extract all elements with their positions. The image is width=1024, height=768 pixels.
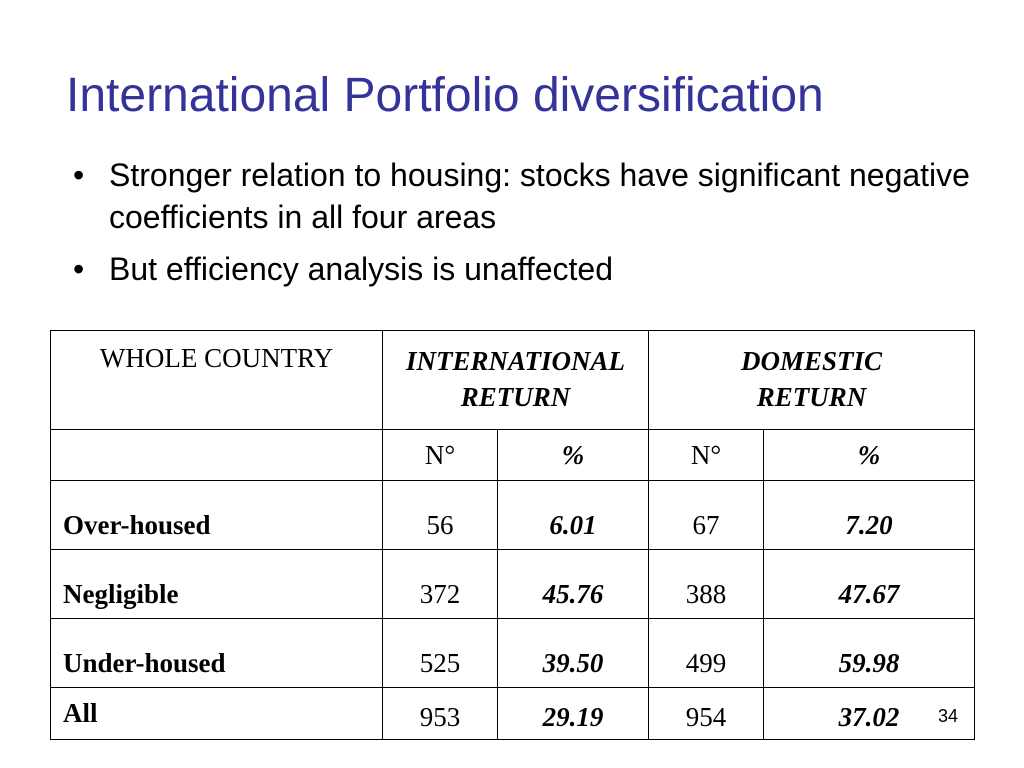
table-cell: 39.50 xyxy=(496,618,650,688)
table-row: Negligible 372 45.76 388 47.67 xyxy=(50,549,976,619)
corner-header-cell: WHOLE COUNTRY xyxy=(50,330,383,430)
bullet-item: • But efficiency analysis is unaffected xyxy=(73,248,973,290)
table-subheader-row: N° % N° % xyxy=(50,429,976,481)
table-cell: 59.98 xyxy=(763,618,976,688)
table-cell: 388 xyxy=(648,549,765,619)
international-return-header: INTERNATIONAL RETURN xyxy=(381,330,650,430)
table-cell: 953 xyxy=(382,687,498,740)
table-cell: 525 xyxy=(382,618,498,688)
domestic-return-header: DOMESTIC RETURN xyxy=(648,330,976,430)
table-cell: 6.01 xyxy=(496,480,650,550)
table-cell: 45.76 xyxy=(496,549,650,619)
international-percent-header: % xyxy=(496,429,650,481)
table-cell: 56 xyxy=(382,480,498,550)
bullet-list: • Stronger relation to housing: stocks h… xyxy=(73,154,973,300)
table-cell: 29.19 xyxy=(496,687,650,740)
international-count-header: N° xyxy=(382,429,498,481)
data-table: WHOLE COUNTRY INTERNATIONAL RETURN DOMES… xyxy=(50,330,976,740)
slide-title: International Portfolio diversification xyxy=(66,69,824,122)
table-row: Under-housed 525 39.50 499 59.98 xyxy=(50,618,976,688)
table-cell: 67 xyxy=(648,480,765,550)
table-header-row: WHOLE COUNTRY INTERNATIONAL RETURN DOMES… xyxy=(50,330,976,430)
row-label: Negligible xyxy=(50,549,383,619)
bullet-dot-icon: • xyxy=(73,251,85,287)
row-label: Over-housed xyxy=(50,480,383,550)
row-label: Under-housed xyxy=(50,618,383,688)
domestic-percent-header: % xyxy=(763,429,976,481)
table-cell: 954 xyxy=(648,687,765,740)
domestic-count-header: N° xyxy=(648,429,765,481)
table-row: All 953 29.19 954 37.02 xyxy=(50,687,976,740)
bullet-text: But efficiency analysis is unaffected xyxy=(109,251,613,287)
table-cell: 37.02 xyxy=(763,687,976,740)
table-cell: 499 xyxy=(648,618,765,688)
table-cell: 372 xyxy=(382,549,498,619)
empty-header-cell xyxy=(50,429,383,481)
page-number: 34 xyxy=(938,706,959,726)
row-label: All xyxy=(50,687,383,740)
bullet-dot-icon: • xyxy=(73,157,85,193)
table-cell: 7.20 xyxy=(763,480,976,550)
table-cell: 47.67 xyxy=(763,549,976,619)
bullet-text: Stronger relation to housing: stocks hav… xyxy=(109,157,970,235)
table-row: Over-housed 56 6.01 67 7.20 xyxy=(50,480,976,550)
bullet-item: • Stronger relation to housing: stocks h… xyxy=(73,154,973,238)
